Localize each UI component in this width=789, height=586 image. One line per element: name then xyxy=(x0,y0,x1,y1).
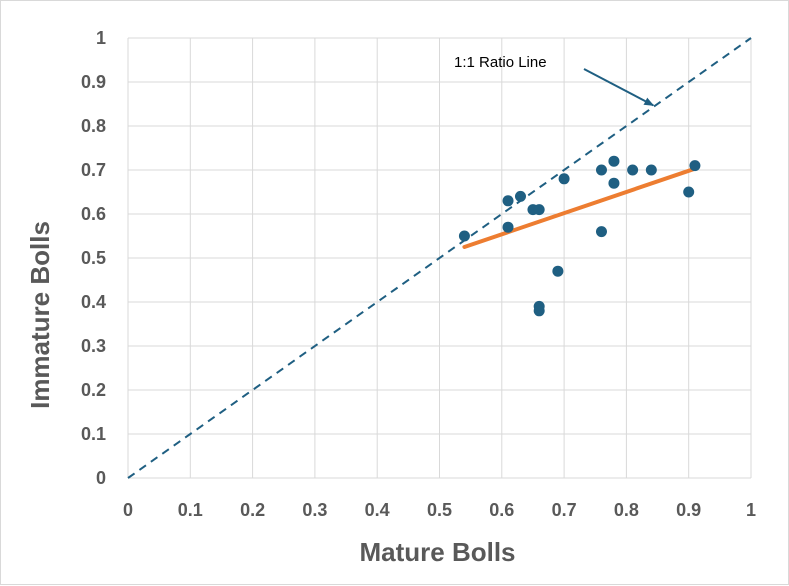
y-axis-title: Immature Bolls xyxy=(25,221,55,409)
data-point xyxy=(514,190,526,202)
x-tick-label: 0.4 xyxy=(365,500,390,520)
x-tick-label: 0.2 xyxy=(240,500,265,520)
y-tick-label: 0.6 xyxy=(81,204,106,224)
data-point xyxy=(533,305,545,317)
x-tick-label: 0.1 xyxy=(178,500,203,520)
annotation-label: 1:1 Ratio Line xyxy=(454,54,547,71)
x-tick-label: 0.5 xyxy=(427,500,452,520)
x-axis-title: Mature Bolls xyxy=(359,537,515,567)
y-tick-label: 0.2 xyxy=(81,380,106,400)
x-tick-label: 0.3 xyxy=(302,500,327,520)
x-tick-label: 0 xyxy=(123,500,133,520)
data-point xyxy=(608,177,620,189)
data-point xyxy=(683,186,695,198)
x-tick-label: 0.8 xyxy=(614,500,639,520)
data-point xyxy=(502,195,514,207)
data-point xyxy=(458,230,470,242)
data-point xyxy=(595,164,607,176)
data-point xyxy=(533,204,545,216)
y-tick-label: 0.5 xyxy=(81,248,106,268)
x-tick-label: 1 xyxy=(746,500,756,520)
y-tick-label: 0.7 xyxy=(81,160,106,180)
y-tick-label: 0.8 xyxy=(81,116,106,136)
data-point xyxy=(558,173,570,185)
one-to-one-ratio-line xyxy=(127,37,752,479)
y-tick-label: 0.1 xyxy=(81,424,106,444)
data-point xyxy=(627,164,639,176)
data-point xyxy=(502,221,514,233)
y-tick-label: 0.3 xyxy=(81,336,106,356)
x-tick-label: 0.9 xyxy=(676,500,701,520)
data-point xyxy=(595,226,607,238)
y-tick-label: 1 xyxy=(96,28,106,48)
data-point xyxy=(645,164,657,176)
y-tick-label: 0 xyxy=(96,468,106,488)
x-tick-label: 0.7 xyxy=(552,500,577,520)
trendline xyxy=(462,166,697,249)
x-tick-label: 0.6 xyxy=(489,500,514,520)
data-point xyxy=(608,155,620,167)
y-tick-label: 0.9 xyxy=(81,72,106,92)
data-point xyxy=(689,160,701,172)
annotation-arrow xyxy=(583,68,655,107)
data-point xyxy=(552,265,564,277)
y-tick-label: 0.4 xyxy=(81,292,106,312)
